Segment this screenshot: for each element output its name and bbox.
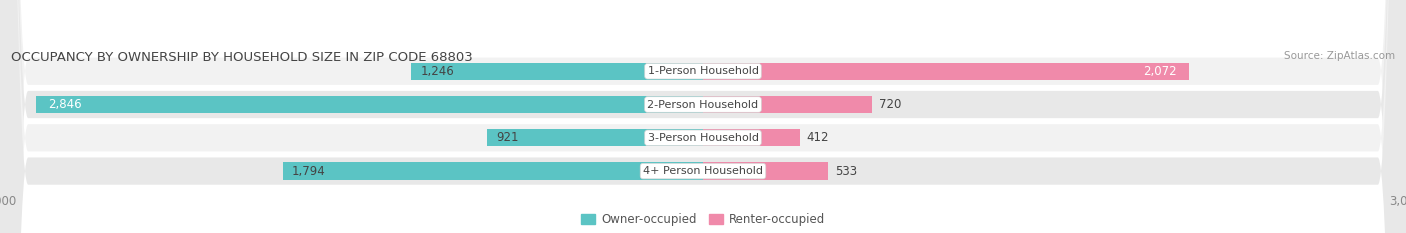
- Bar: [37, 96, 703, 113]
- Bar: [703, 96, 872, 113]
- Text: 2,072: 2,072: [1143, 65, 1177, 78]
- Text: 4+ Person Household: 4+ Person Household: [643, 166, 763, 176]
- Text: 1,794: 1,794: [292, 164, 326, 178]
- Text: OCCUPANCY BY OWNERSHIP BY HOUSEHOLD SIZE IN ZIP CODE 68803: OCCUPANCY BY OWNERSHIP BY HOUSEHOLD SIZE…: [11, 51, 472, 64]
- Text: 1-Person Household: 1-Person Household: [648, 66, 758, 76]
- Text: 720: 720: [879, 98, 901, 111]
- Bar: [703, 129, 800, 147]
- Bar: [703, 63, 1188, 80]
- Text: 533: 533: [835, 164, 858, 178]
- Text: 2,846: 2,846: [48, 98, 82, 111]
- Bar: [703, 162, 828, 180]
- Legend: Owner-occupied, Renter-occupied: Owner-occupied, Renter-occupied: [576, 208, 830, 231]
- Text: 921: 921: [496, 131, 519, 144]
- Text: 412: 412: [807, 131, 830, 144]
- Bar: [283, 162, 703, 180]
- Bar: [486, 129, 703, 147]
- Text: Source: ZipAtlas.com: Source: ZipAtlas.com: [1284, 51, 1395, 61]
- Bar: [411, 63, 703, 80]
- Text: 2-Person Household: 2-Person Household: [647, 99, 759, 110]
- Text: 1,246: 1,246: [420, 65, 454, 78]
- Text: 3-Person Household: 3-Person Household: [648, 133, 758, 143]
